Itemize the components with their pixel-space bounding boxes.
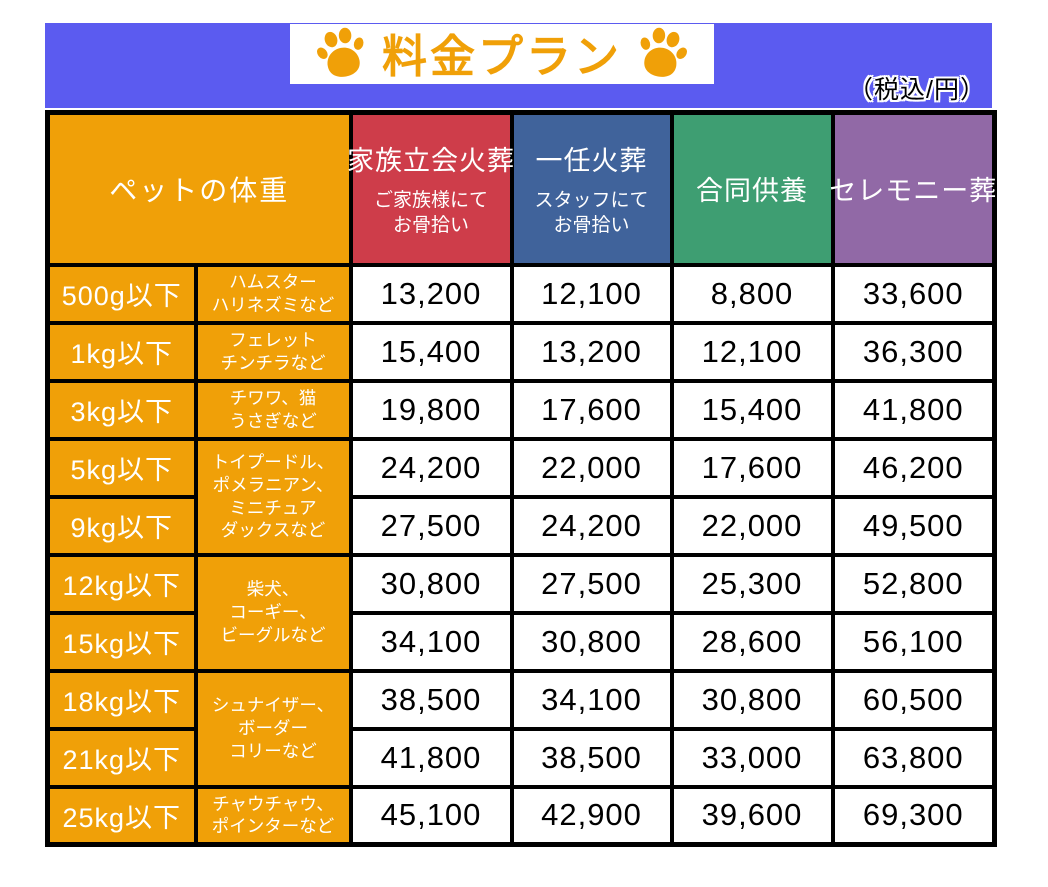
title-box: 料金プラン: [290, 24, 714, 84]
examples-cell: チャウチャウ、 ポインターなど: [193, 784, 353, 847]
table-row: 18kg以下 シュナイザー、 ボーダー コリーなど 38,500 34,100 …: [45, 668, 997, 789]
plan-subtitle: スタッフにて お骨拾い: [534, 189, 649, 237]
examples-cell: フェレット チンチラなど: [193, 320, 353, 383]
plan-subtitle: ご家族様にて お骨拾い: [374, 189, 489, 237]
weight-cell: 21kg以下: [45, 726, 198, 789]
price-table: ペットの体重 家族立会火葬 ご家族様にて お骨拾い 一任火葬 スタッフにて お骨…: [45, 110, 998, 847]
table-row: 15kg以下 34,100 30,800 28,600 56,100: [45, 610, 997, 673]
examples-cell: トイプードル、 ポメラニアン、 ミニチュア ダックスなど: [193, 436, 353, 557]
price-cell: 30,800: [669, 668, 835, 731]
weight-cell: 25kg以下: [45, 784, 198, 847]
price-cell: 13,200: [348, 262, 514, 325]
table-row: 25kg以下 チャウチャウ、 ポインターなど 45,100 42,900 39,…: [45, 784, 997, 847]
table-row: 9kg以下 27,500 24,200 22,000 49,500: [45, 494, 997, 557]
price-cell: 33,000: [669, 726, 835, 789]
weight-cell: 5kg以下: [45, 436, 198, 499]
price-cell: 25,300: [669, 552, 835, 615]
price-cell: 30,800: [509, 610, 674, 673]
table-row: 12kg以下 柴犬、 コーギー、 ビーグルなど 30,800 27,500 25…: [45, 552, 997, 673]
table-row: 1kg以下 フェレット チンチラなど 15,400 13,200 12,100 …: [45, 320, 997, 383]
price-cell: 24,200: [348, 436, 514, 499]
price-cell: 28,600: [669, 610, 835, 673]
tax-note: （税込/円）: [848, 76, 986, 104]
price-cell: 38,500: [348, 668, 514, 731]
price-cell: 15,400: [348, 320, 514, 383]
weight-cell: 9kg以下: [45, 494, 198, 557]
plan-title: セレモニー葬: [829, 176, 998, 207]
weight-cell: 18kg以下: [45, 668, 198, 731]
plan-header-family-cremation: 家族立会火葬 ご家族様にて お骨拾い: [347, 110, 514, 267]
price-cell: 15,400: [669, 378, 835, 441]
weight-cell: 12kg以下: [45, 552, 198, 615]
price-cell: 41,800: [348, 726, 514, 789]
table-row: 3kg以下 チワワ、猫 うさぎなど 19,800 17,600 15,400 4…: [45, 378, 997, 441]
price-cell: 17,600: [669, 436, 835, 499]
price-cell: 27,500: [509, 552, 674, 615]
price-cell: 30,800: [348, 552, 514, 615]
examples-cell: ハムスター ハリネズミなど: [193, 262, 353, 325]
price-cell: 19,800: [348, 378, 514, 441]
price-cell: 63,800: [830, 726, 997, 789]
plan-title: 家族立会火葬: [347, 145, 516, 176]
price-cell: 52,800: [830, 552, 997, 615]
weight-cell: 500g以下: [45, 262, 198, 325]
price-cell: 38,500: [509, 726, 674, 789]
price-cell: 8,800: [669, 262, 835, 325]
price-cell: 56,100: [830, 610, 997, 673]
paw-icon: [316, 27, 364, 77]
price-cell: 12,100: [509, 262, 674, 325]
table-header-row: ペットの体重 家族立会火葬 ご家族様にて お骨拾い 一任火葬 スタッフにて お骨…: [45, 110, 997, 267]
examples-cell: シュナイザー、 ボーダー コリーなど: [193, 668, 353, 789]
weight-cell: 1kg以下: [45, 320, 198, 383]
plan-title: 合同供養: [696, 176, 809, 207]
plan-header-ceremony: セレモニー葬: [829, 110, 997, 267]
price-cell: 22,000: [509, 436, 674, 499]
price-cell: 36,300: [830, 320, 997, 383]
table-row: 5kg以下 トイプードル、 ポメラニアン、 ミニチュア ダックスなど 24,20…: [45, 436, 997, 557]
plan-title: 一任火葬: [535, 145, 648, 176]
price-cell: 12,100: [669, 320, 835, 383]
price-cell: 41,800: [830, 378, 997, 441]
price-cell: 45,100: [348, 784, 514, 847]
price-cell: 13,200: [509, 320, 674, 383]
price-cell: 27,500: [348, 494, 514, 557]
paw-icon: [640, 27, 687, 77]
plan-header-joint-memorial: 合同供養: [669, 110, 835, 267]
price-cell: 34,100: [348, 610, 514, 673]
price-cell: 42,900: [509, 784, 674, 847]
header-banner: 料金プラン （税込/円）: [45, 23, 992, 108]
examples-cell: 柴犬、 コーギー、 ビーグルなど: [193, 552, 353, 673]
table-row: 21kg以下 41,800 38,500 33,000 63,800: [45, 726, 997, 789]
table-row: 500g以下 ハムスター ハリネズミなど 13,200 12,100 8,800…: [45, 262, 997, 325]
price-cell: 33,600: [830, 262, 997, 325]
price-cell: 17,600: [509, 378, 674, 441]
price-cell: 24,200: [509, 494, 674, 557]
examples-cell: チワワ、猫 うさぎなど: [193, 378, 353, 441]
price-cell: 22,000: [669, 494, 835, 557]
price-cell: 49,500: [830, 494, 997, 557]
price-cell: 69,300: [830, 784, 997, 847]
price-cell: 46,200: [830, 436, 997, 499]
page-title: 料金プラン: [381, 30, 622, 82]
price-cell: 39,600: [669, 784, 835, 847]
weight-cell: 3kg以下: [45, 378, 198, 441]
weight-column-header: ペットの体重: [45, 110, 353, 267]
weight-cell: 15kg以下: [45, 610, 198, 673]
price-cell: 60,500: [830, 668, 997, 731]
plan-header-entrusted-cremation: 一任火葬 スタッフにて お骨拾い: [509, 110, 674, 267]
price-cell: 34,100: [509, 668, 674, 731]
